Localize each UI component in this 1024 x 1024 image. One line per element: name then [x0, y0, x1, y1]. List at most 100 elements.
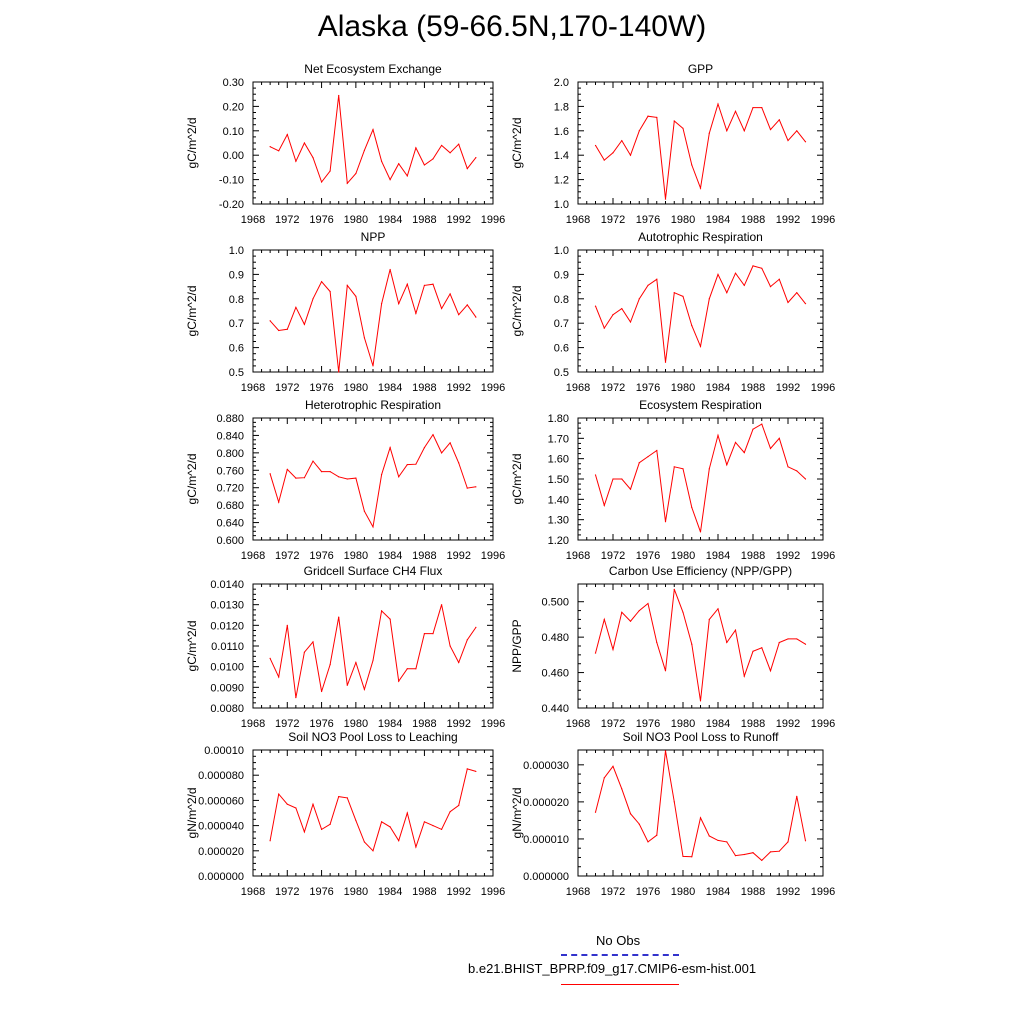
data-point [475, 626, 477, 629]
y-tick-label: 0.880 [216, 413, 244, 425]
data-point [475, 157, 477, 159]
data-point [647, 115, 649, 117]
data-point [769, 128, 772, 131]
data-point [363, 841, 366, 843]
x-tick-label: 1992 [446, 382, 470, 394]
y-tick-label: 0.000010 [523, 834, 569, 846]
x-tick-label: 1976 [636, 214, 660, 226]
data-point [787, 139, 789, 142]
data-point [796, 795, 798, 797]
x-tick-label: 1976 [309, 886, 333, 898]
x-tick-label: 1968 [241, 550, 265, 562]
data-point [769, 851, 772, 853]
x-tick-label: 1968 [241, 886, 265, 898]
panel-4: Autotrophic Respiration gC/m^2/d 1968 1972 1… [510, 230, 835, 394]
data-point [691, 643, 693, 645]
data-point [612, 765, 614, 767]
data-point [752, 107, 754, 109]
data-point [726, 464, 728, 466]
series-line [269, 768, 477, 852]
data-point [804, 840, 807, 842]
data-point [449, 442, 451, 444]
data-point [708, 835, 710, 837]
data-point [415, 846, 417, 848]
data-point [466, 768, 468, 770]
data-point [647, 841, 649, 843]
x-tick-label: 1996 [811, 718, 835, 730]
data-point [796, 470, 798, 472]
x-tick-label: 1984 [706, 886, 730, 898]
data-point [629, 154, 632, 156]
plot-frame [577, 749, 824, 877]
x-tick-label: 1972 [601, 382, 625, 394]
data-point [682, 611, 684, 613]
data-point [778, 119, 780, 121]
data-point [804, 643, 807, 645]
x-tick-label: 1996 [811, 214, 835, 226]
data-point [769, 286, 772, 288]
x-tick-label: 1976 [636, 886, 660, 898]
data-point [708, 618, 710, 621]
data-point [338, 796, 340, 798]
data-point [743, 284, 745, 286]
data-point [682, 468, 684, 470]
data-point [269, 657, 271, 660]
x-tick-label: 1968 [566, 718, 590, 730]
data-point [389, 618, 391, 620]
x-tick-label: 1984 [706, 718, 730, 730]
data-point [612, 152, 614, 154]
y-tick-label: 1.6 [554, 126, 569, 138]
data-point [656, 834, 658, 836]
data-point [415, 463, 417, 465]
data-point [699, 700, 702, 702]
data-point [647, 602, 649, 605]
data-point [329, 290, 331, 293]
data-point [423, 164, 426, 166]
y-tick-label: 0.0100 [210, 662, 244, 674]
x-tick-label: 1976 [636, 382, 660, 394]
y-axis-label: gN/m^2/d [185, 788, 199, 839]
series-line [269, 433, 476, 529]
data-point [603, 618, 605, 621]
x-tick-label: 1984 [706, 382, 730, 394]
data-point [312, 803, 314, 805]
data-point [656, 641, 658, 644]
data-point [594, 305, 597, 307]
data-point [380, 610, 383, 612]
y-tick-label: 1.40 [548, 494, 569, 506]
x-tick-label: 1996 [481, 550, 505, 562]
data-point [673, 588, 675, 590]
data-point [406, 175, 408, 177]
x-tick-label: 1996 [481, 214, 505, 226]
data-point [432, 158, 434, 160]
data-point [778, 437, 780, 439]
data-point [761, 647, 763, 649]
data-point [673, 292, 675, 294]
x-tick-label: 1984 [378, 214, 402, 226]
plot-frame [577, 249, 824, 373]
x-tick-label: 1972 [275, 382, 299, 394]
x-tick-label: 1984 [706, 214, 730, 226]
data-point [286, 133, 288, 136]
data-point [398, 163, 400, 165]
data-point [594, 652, 597, 654]
x-tick-label: 1988 [741, 886, 765, 898]
data-point [664, 750, 667, 752]
data-point [303, 651, 306, 653]
data-point [726, 292, 728, 294]
data-point [355, 819, 357, 822]
data-point [415, 668, 417, 670]
y-tick-label: 0.000020 [523, 797, 569, 809]
x-tick-label: 1980 [671, 214, 695, 226]
y-tick-label: 0.7 [554, 318, 569, 330]
data-point [278, 793, 280, 795]
y-tick-label: 0.000020 [198, 846, 244, 858]
y-tick-label: 0.800 [216, 448, 244, 460]
data-point [380, 303, 383, 305]
data-point [440, 144, 443, 147]
panel-title: Gridcell Surface CH4 Flux [304, 564, 443, 578]
y-tick-label: 2.0 [554, 77, 569, 89]
x-tick-label: 1968 [241, 718, 265, 730]
data-point [682, 127, 684, 129]
data-point [338, 94, 340, 97]
